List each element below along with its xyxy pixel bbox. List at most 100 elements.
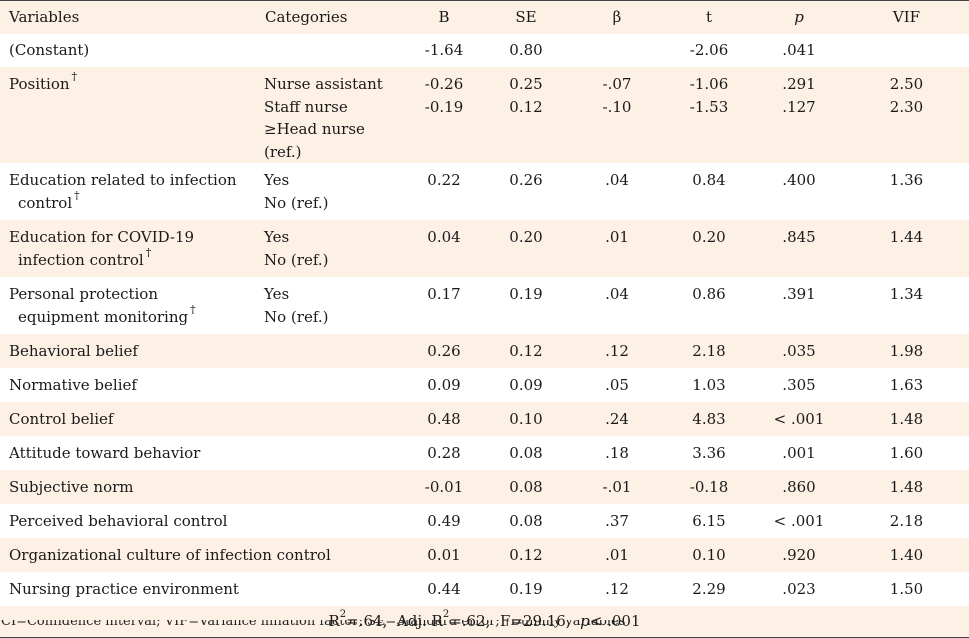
cell-label: Education for COVID-19 infection control † — [0, 220, 256, 277]
cell-label: (Constant) — [9, 41, 90, 59]
cell-label: Normative belief — [9, 376, 137, 394]
cell-label: Control belief — [0, 402, 256, 436]
cell-category: Nurse assistant Staff nurse ≥Head nurse (r… — [256, 67, 406, 163]
cell-vif: 1.44 — [844, 220, 969, 277]
header-b: B — [406, 0, 482, 34]
cell-beta: .01 — [570, 538, 664, 572]
table-row-ppe-monitoring: Personal protection equipment monitoring †… — [0, 277, 969, 334]
cell-vif: 1.40 — [844, 538, 969, 572]
cell-category — [256, 436, 406, 470]
header-t: t — [664, 0, 754, 34]
cell-se: 0.12 — [482, 334, 570, 368]
cell-label: Organizational culture of infection cont… — [0, 538, 406, 572]
cell-se: 0.25 0.12 — [482, 67, 570, 163]
table-row-education-covid: Education for COVID-19 infection control †… — [0, 220, 969, 277]
cell-vif: 1.48 — [844, 470, 969, 504]
cell-t: 1.03 — [692, 376, 726, 394]
cell-se: 0.19 — [509, 580, 543, 598]
cell-se: 0.20 — [482, 220, 570, 277]
cell-beta: .01 — [570, 220, 664, 277]
cell-category — [256, 504, 406, 538]
cell-category: Yes No (ref.) — [256, 220, 406, 277]
cell-b: 0.49 — [427, 512, 461, 530]
cell-category — [256, 402, 406, 436]
cell-se: 0.19 — [509, 285, 543, 303]
header-row: Variables Categories B SE β t p VIF — [0, 0, 969, 34]
cell-vif: 1.48 — [844, 402, 969, 436]
cell-se: 0.12 — [482, 538, 570, 572]
cell-beta: .37 — [605, 512, 629, 530]
cell-p: .400 — [782, 171, 816, 189]
cell-label: Behavioral belief — [0, 334, 256, 368]
cell-beta: .24 — [570, 402, 664, 436]
cell-beta: .04 — [605, 171, 629, 189]
cell-p: .305 — [782, 376, 816, 394]
cell-b: 0.22 — [427, 171, 461, 189]
cell-label: Education related to infection control † — [9, 171, 237, 212]
cell-se: 0.08 — [482, 470, 570, 504]
cell-p: .920 — [754, 538, 844, 572]
cell-vif: 2.50 2.30 — [844, 67, 969, 163]
cell-t: 2.29 — [692, 580, 726, 598]
cell-label: Attitude toward behavior — [9, 444, 201, 462]
cell-b: 0.48 — [406, 402, 482, 436]
cell-p: .845 — [754, 220, 844, 277]
cell-b: 0.04 — [406, 220, 482, 277]
cell-t: 2.18 — [664, 334, 754, 368]
cell-t: 6.15 — [692, 512, 726, 530]
cell-label: Subjective norm — [0, 470, 256, 504]
cell-category — [256, 368, 406, 402]
cell-se: 0.08 — [509, 444, 543, 462]
table-row-perceived-behavioral-control: Perceived behavioral control 0.49 0.08 .… — [0, 504, 969, 538]
cell-category: Yes No (ref.) — [264, 171, 329, 212]
table-row-position: Position † Nurse assistant Staff nurse ≥Hea… — [0, 67, 969, 163]
cell-t: 0.84 — [692, 171, 726, 189]
cell-b: 0.44 — [427, 580, 461, 598]
cell-vif: 1.50 — [889, 580, 924, 598]
cell-category — [256, 334, 406, 368]
header-categories: Categories — [256, 0, 406, 34]
cell-beta: .12 — [605, 580, 629, 598]
table-row-attitude: Attitude toward behavior 0.28 0.08 .18 3… — [0, 436, 969, 470]
cell-b: -1.64 — [424, 41, 464, 59]
cell-category — [256, 34, 406, 67]
cell-vif: 1.36 — [889, 171, 924, 189]
header-vif: VIF — [844, 0, 969, 34]
cell-p: .023 — [782, 580, 816, 598]
cell-t: 4.83 — [664, 402, 754, 436]
cell-b: 0.01 — [406, 538, 482, 572]
cell-b: -0.26 -0.19 — [406, 67, 482, 163]
cell-t: 0.86 — [692, 285, 726, 303]
cell-beta: -.01 — [570, 470, 664, 504]
cell-p: < .001 — [754, 402, 844, 436]
cell-se: 0.08 — [509, 512, 543, 530]
cell-category — [256, 470, 406, 504]
cell-vif: 1.98 — [844, 334, 969, 368]
table-row-behavioral-belief: Behavioral belief 0.26 0.12 .12 2.18 .03… — [0, 334, 969, 368]
cell-vif: 2.18 — [889, 512, 924, 530]
cell-label: Position † — [0, 67, 256, 163]
table-row-control-belief: Control belief 0.48 0.10 .24 4.83 < .001… — [0, 402, 969, 436]
cell-b: 0.17 — [427, 285, 461, 303]
cell-b: -0.01 — [406, 470, 482, 504]
header-beta: β — [570, 0, 664, 34]
cell-t: -2.06 — [689, 41, 729, 59]
cell-p: .860 — [754, 470, 844, 504]
cell-t: 3.36 — [692, 444, 726, 462]
cell-beta: .12 — [570, 334, 664, 368]
cell-p: .041 — [782, 41, 816, 59]
cell-vif: 1.34 — [889, 285, 924, 303]
cell-label: Personal protection equipment monitoring † — [9, 285, 196, 326]
cell-vif — [844, 34, 969, 67]
table-row-organizational-culture: Organizational culture of infection cont… — [0, 538, 969, 572]
cell-t: 0.10 — [664, 538, 754, 572]
cell-beta: .05 — [605, 376, 629, 394]
cell-se: 0.80 — [509, 41, 543, 59]
cell-vif: 1.60 — [889, 444, 924, 462]
cell-beta: -.07 -.10 — [570, 67, 664, 163]
header-variables: Variables — [0, 0, 256, 34]
cell-b: 0.26 — [406, 334, 482, 368]
header-se: SE — [482, 0, 570, 34]
table-row-normative-belief: Normative belief 0.09 0.09 .05 1.03 .305… — [0, 368, 969, 402]
